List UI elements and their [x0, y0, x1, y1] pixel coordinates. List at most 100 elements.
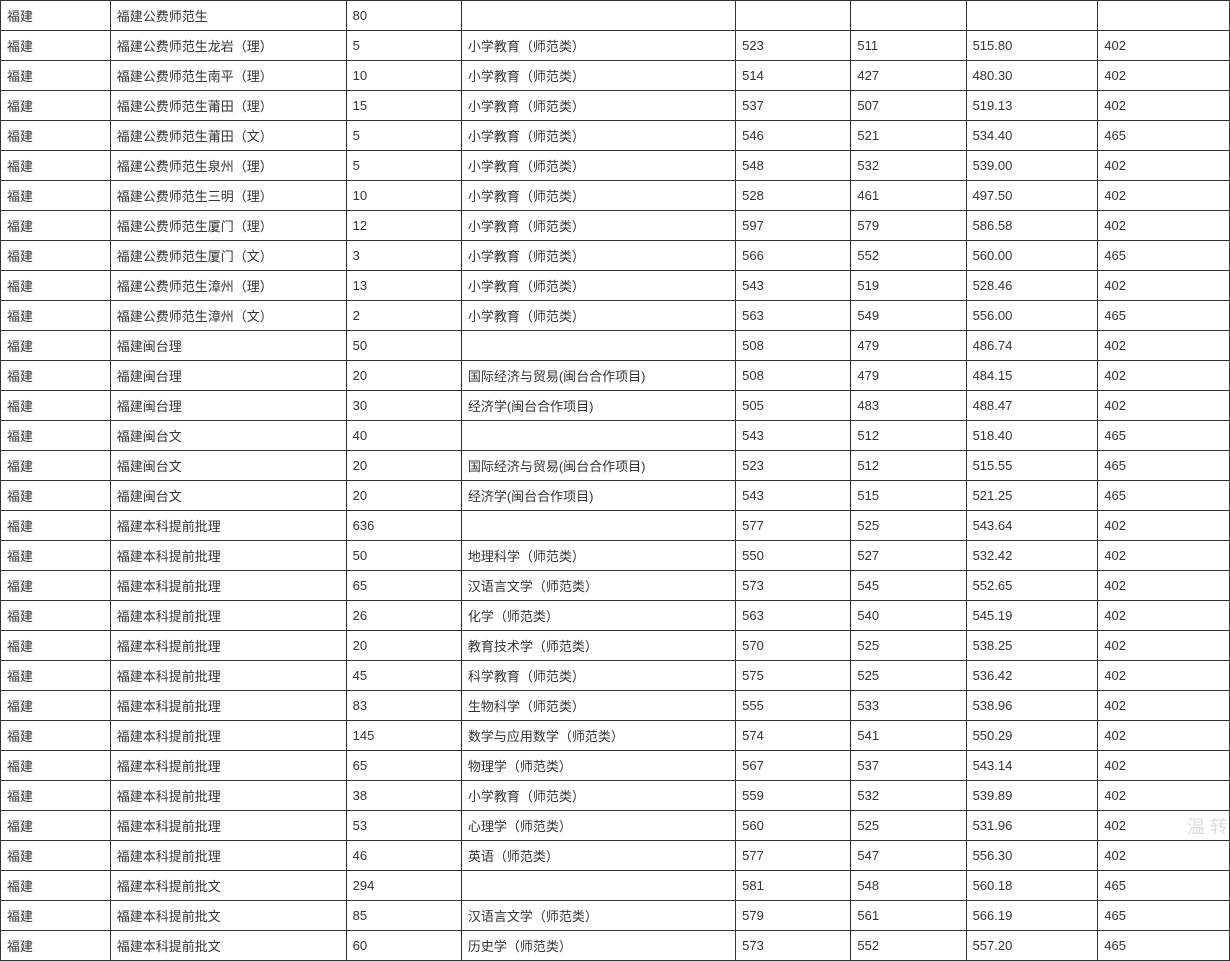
table-cell: 402	[1098, 841, 1230, 871]
table-cell: 507	[851, 91, 966, 121]
table-cell: 528.46	[966, 271, 1098, 301]
table-cell: 508	[736, 361, 851, 391]
table-cell: 402	[1098, 271, 1230, 301]
table-cell: 427	[851, 61, 966, 91]
table-cell: 65	[346, 751, 461, 781]
table-cell: 30	[346, 391, 461, 421]
table-cell: 566	[736, 241, 851, 271]
table-cell: 465	[1098, 241, 1230, 271]
table-cell: 53	[346, 811, 461, 841]
table-cell: 福建	[1, 601, 111, 631]
table-cell: 539.00	[966, 151, 1098, 181]
table-cell	[461, 331, 735, 361]
table-cell: 515.80	[966, 31, 1098, 61]
table-cell: 543	[736, 271, 851, 301]
table-cell: 小学教育（师范类）	[461, 181, 735, 211]
table-cell: 561	[851, 901, 966, 931]
table-cell: 579	[851, 211, 966, 241]
table-cell: 541	[851, 721, 966, 751]
table-row: 福建福建闽台文40543512518.40465	[1, 421, 1230, 451]
table-cell: 465	[1098, 481, 1230, 511]
table-cell: 小学教育（师范类）	[461, 31, 735, 61]
table-cell: 402	[1098, 31, 1230, 61]
table-cell	[736, 1, 851, 31]
table-cell: 479	[851, 361, 966, 391]
table-row: 福建福建公费师范生南平（理）10小学教育（师范类）514427480.30402	[1, 61, 1230, 91]
table-cell: 519.13	[966, 91, 1098, 121]
table-cell: 563	[736, 301, 851, 331]
table-cell: 539.89	[966, 781, 1098, 811]
table-cell: 福建公费师范生漳州（理）	[110, 271, 346, 301]
table-cell: 636	[346, 511, 461, 541]
table-row: 福建福建闽台文20国际经济与贸易(闽台合作项目)523512515.55465	[1, 451, 1230, 481]
table-cell: 福建	[1, 421, 111, 451]
table-cell: 537	[851, 751, 966, 781]
table-cell: 40	[346, 421, 461, 451]
table-cell: 563	[736, 601, 851, 631]
table-cell: 483	[851, 391, 966, 421]
table-cell: 汉语言文学（师范类）	[461, 571, 735, 601]
table-cell: 574	[736, 721, 851, 751]
table-cell: 545.19	[966, 601, 1098, 631]
table-cell: 573	[736, 571, 851, 601]
table-cell: 福建公费师范生厦门（理）	[110, 211, 346, 241]
table-cell: 10	[346, 61, 461, 91]
table-cell: 83	[346, 691, 461, 721]
table-cell: 福建本科提前批理	[110, 721, 346, 751]
table-cell: 5	[346, 31, 461, 61]
table-cell: 552	[851, 241, 966, 271]
table-cell	[1098, 1, 1230, 31]
table-cell: 575	[736, 661, 851, 691]
table-cell: 小学教育（师范类）	[461, 781, 735, 811]
table-cell: 20	[346, 631, 461, 661]
table-cell: 60	[346, 931, 461, 961]
table-cell: 586.58	[966, 211, 1098, 241]
table-cell: 548	[736, 151, 851, 181]
table-cell: 福建公费师范生漳州（文）	[110, 301, 346, 331]
table-cell: 福建公费师范生南平（理）	[110, 61, 346, 91]
table-cell: 福建闽台文	[110, 451, 346, 481]
table-cell: 福建	[1, 241, 111, 271]
table-cell: 560.00	[966, 241, 1098, 271]
table-cell: 福建	[1, 181, 111, 211]
table-cell: 402	[1098, 211, 1230, 241]
table-cell: 福建公费师范生厦门（文）	[110, 241, 346, 271]
table-row: 福建福建公费师范生莆田（文）5小学教育（师范类）546521534.40465	[1, 121, 1230, 151]
table-cell: 小学教育（师范类）	[461, 61, 735, 91]
table-cell: 福建本科提前批文	[110, 871, 346, 901]
table-cell: 402	[1098, 781, 1230, 811]
table-cell: 546	[736, 121, 851, 151]
table-cell: 577	[736, 841, 851, 871]
table-cell: 生物科学（师范类）	[461, 691, 735, 721]
table-cell: 小学教育（师范类）	[461, 271, 735, 301]
table-cell: 488.47	[966, 391, 1098, 421]
table-cell: 福建本科提前批文	[110, 901, 346, 931]
table-cell: 532	[851, 151, 966, 181]
table-cell: 化学（师范类）	[461, 601, 735, 631]
table-cell: 538.96	[966, 691, 1098, 721]
table-cell: 514	[736, 61, 851, 91]
table-cell: 65	[346, 571, 461, 601]
table-cell: 历史学（师范类）	[461, 931, 735, 961]
table-cell	[966, 1, 1098, 31]
table-cell: 515	[851, 481, 966, 511]
table-cell: 559	[736, 781, 851, 811]
table-cell: 福建本科提前批理	[110, 751, 346, 781]
table-cell: 福建本科提前批理	[110, 661, 346, 691]
table-cell: 402	[1098, 721, 1230, 751]
table-cell: 523	[736, 31, 851, 61]
table-row: 福建福建本科提前批文60历史学（师范类）573552557.20465	[1, 931, 1230, 961]
table-cell: 525	[851, 661, 966, 691]
table-cell: 519	[851, 271, 966, 301]
table-cell: 570	[736, 631, 851, 661]
table-row: 福建福建公费师范生漳州（文）2小学教育（师范类）563549556.00465	[1, 301, 1230, 331]
table-cell: 福建闽台文	[110, 421, 346, 451]
table-cell: 402	[1098, 511, 1230, 541]
table-cell	[461, 511, 735, 541]
table-cell: 科学教育（师范类）	[461, 661, 735, 691]
table-cell: 579	[736, 901, 851, 931]
table-cell: 402	[1098, 541, 1230, 571]
table-row: 福建福建公费师范生厦门（文）3小学教育（师范类）566552560.00465	[1, 241, 1230, 271]
admission-score-table: 福建福建公费师范生80福建福建公费师范生龙岩（理）5小学教育（师范类）52351…	[0, 0, 1230, 961]
table-cell: 566.19	[966, 901, 1098, 931]
